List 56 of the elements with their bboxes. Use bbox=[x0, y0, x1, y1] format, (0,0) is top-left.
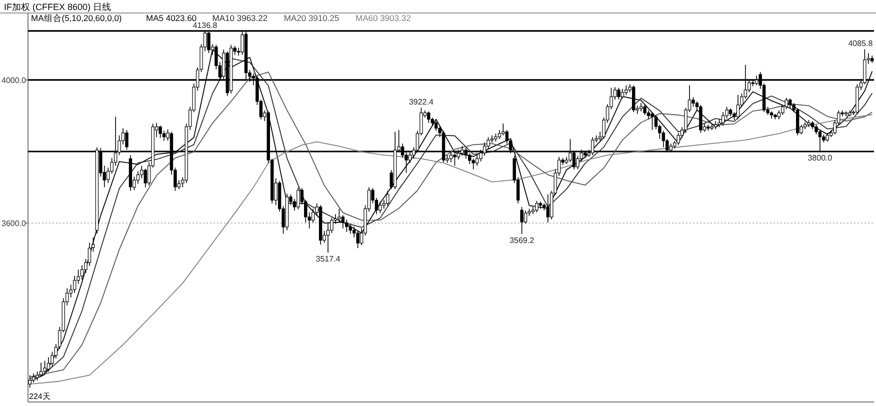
candlestick bbox=[434, 120, 438, 132]
annotation: 3517.4 bbox=[316, 254, 341, 264]
y-tick-label: 3600.0 bbox=[2, 219, 27, 228]
candlestick bbox=[427, 111, 430, 124]
candlestick bbox=[136, 170, 140, 184]
annotation: 3569.2 bbox=[510, 236, 535, 246]
candlestick bbox=[692, 96, 695, 108]
candlestick bbox=[144, 168, 147, 188]
candlestick bbox=[88, 242, 92, 266]
candlestick bbox=[721, 112, 725, 126]
candlestick bbox=[788, 98, 792, 108]
text: MA5 4023.60 bbox=[146, 13, 197, 23]
candlestick bbox=[80, 264, 84, 280]
candlestick bbox=[338, 208, 341, 222]
candlestick bbox=[43, 360, 46, 374]
candlestick bbox=[46, 356, 50, 372]
legend-title: MA组合(5,10,20,60,0,0) bbox=[31, 13, 122, 23]
candlestick bbox=[341, 214, 345, 229]
chart-title: IF加权 (CFFEX 8600) 日线 bbox=[4, 2, 112, 12]
candlestick bbox=[643, 104, 646, 116]
candlestick bbox=[453, 152, 456, 166]
candlestick bbox=[632, 84, 636, 113]
candlestick bbox=[378, 201, 382, 214]
candlestick bbox=[546, 194, 550, 223]
line-series bbox=[29, 114, 873, 385]
annotation: 3800.0 bbox=[808, 153, 833, 162]
y-tick-label: 4000.0 bbox=[2, 76, 27, 85]
candlestick bbox=[345, 219, 348, 232]
candlestick bbox=[662, 130, 666, 148]
candlestick bbox=[356, 230, 360, 249]
candlestick bbox=[736, 94, 740, 120]
candlestick bbox=[654, 114, 658, 130]
candlestick bbox=[624, 84, 628, 96]
candlestick bbox=[535, 200, 538, 213]
annotation: 3922.4 bbox=[408, 98, 434, 107]
candlestick bbox=[296, 186, 300, 210]
candlestick bbox=[158, 125, 162, 138]
candlestick bbox=[326, 222, 330, 254]
candlestick bbox=[72, 276, 76, 294]
candlestick bbox=[386, 190, 390, 206]
candlestick bbox=[520, 206, 524, 234]
text: MA10 3963.22 bbox=[212, 13, 268, 23]
annotation: 224天 bbox=[29, 392, 50, 401]
candlestick bbox=[524, 210, 528, 224]
candlestick bbox=[639, 102, 643, 112]
candlestick bbox=[784, 97, 788, 110]
candlestick bbox=[617, 87, 620, 100]
candlestick bbox=[650, 112, 654, 130]
annotation: 4085.8 bbox=[848, 39, 874, 48]
candlestick bbox=[699, 104, 702, 134]
candlestick bbox=[475, 154, 479, 166]
text: MA60 3903.32 bbox=[356, 13, 412, 23]
candlestick bbox=[620, 88, 624, 99]
text: MA20 3910.25 bbox=[284, 13, 340, 23]
candlestick bbox=[348, 223, 352, 234]
annotation: 4136.8 bbox=[192, 20, 218, 30]
